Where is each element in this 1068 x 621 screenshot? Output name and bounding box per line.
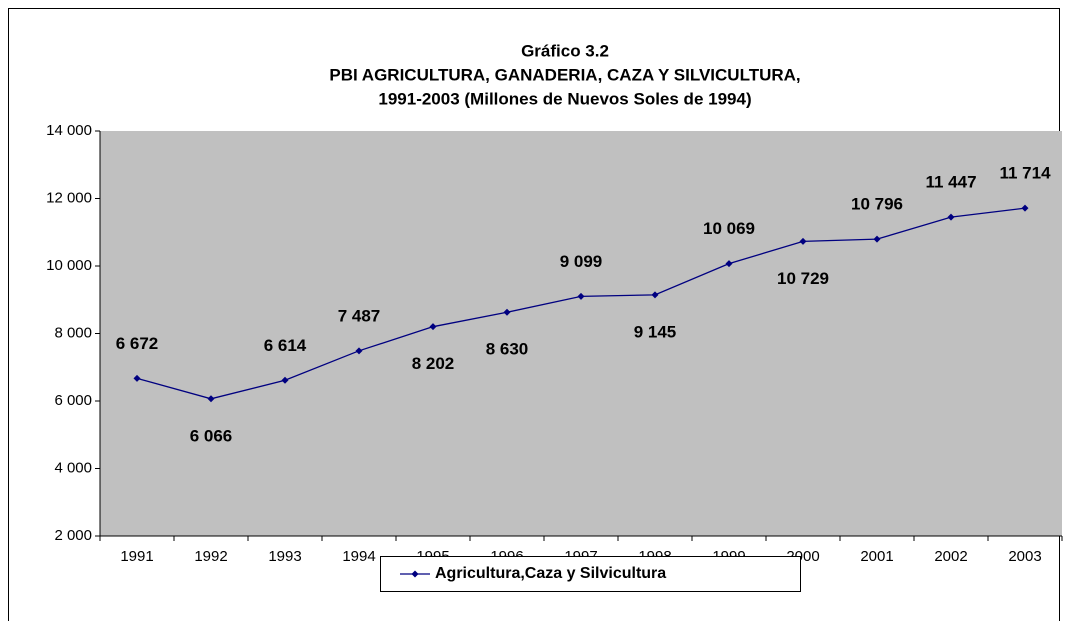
chart-title: 1991-2003 (Millones de Nuevos Soles de 1… [378,89,751,108]
x-tick-label: 1993 [268,548,301,565]
point [207,395,215,403]
point [947,213,955,221]
plot-area [100,131,1062,536]
data-label: 10 729 [777,269,829,288]
data-label: 6 066 [190,426,233,445]
data-label: 8 630 [486,340,529,359]
point [429,323,437,331]
data-label: 10 069 [703,219,755,238]
point [281,376,289,384]
data-label: 11 447 [925,173,976,192]
point [133,374,141,382]
point [799,237,807,245]
data-label: 9 099 [560,252,603,271]
x-tick-label: 2003 [1008,548,1041,565]
y-tick-label: 2 000 [54,527,92,544]
data-label: 10 796 [851,195,903,214]
y-tick-label: 6 000 [54,392,92,409]
x-tick-label: 1991 [120,548,153,565]
data-label: 9 145 [634,322,677,341]
y-tick-label: 12 000 [46,189,92,206]
point [355,347,363,355]
y-tick-label: 4 000 [54,459,92,476]
legend-box [380,556,801,592]
data-label: 7 487 [338,306,381,325]
x-tick-label: 1992 [194,548,227,565]
legend-marker [411,570,419,578]
point [725,260,733,268]
point [873,235,881,243]
point [1021,204,1029,212]
chart-title: PBI AGRICULTURA, GANADERIA, CAZA Y SILVI… [329,65,800,84]
y-tick-label: 8 000 [54,324,92,341]
data-label: 11 714 [999,164,1051,183]
legend-label: Agricultura,Caza y Silvicultura [435,565,666,582]
point [503,308,511,316]
x-tick-label: 2002 [934,548,967,565]
x-tick-label: 2001 [860,548,893,565]
point [651,291,659,299]
data-label: 6 614 [264,336,307,355]
chart-title: Gráfico 3.2 [521,41,609,60]
y-tick-label: 10 000 [46,257,92,274]
data-label: 6 672 [116,334,159,353]
point [577,292,585,300]
x-tick-label: 1994 [342,548,375,565]
y-tick-label: 14 000 [46,122,92,139]
data-label: 8 202 [412,354,455,373]
